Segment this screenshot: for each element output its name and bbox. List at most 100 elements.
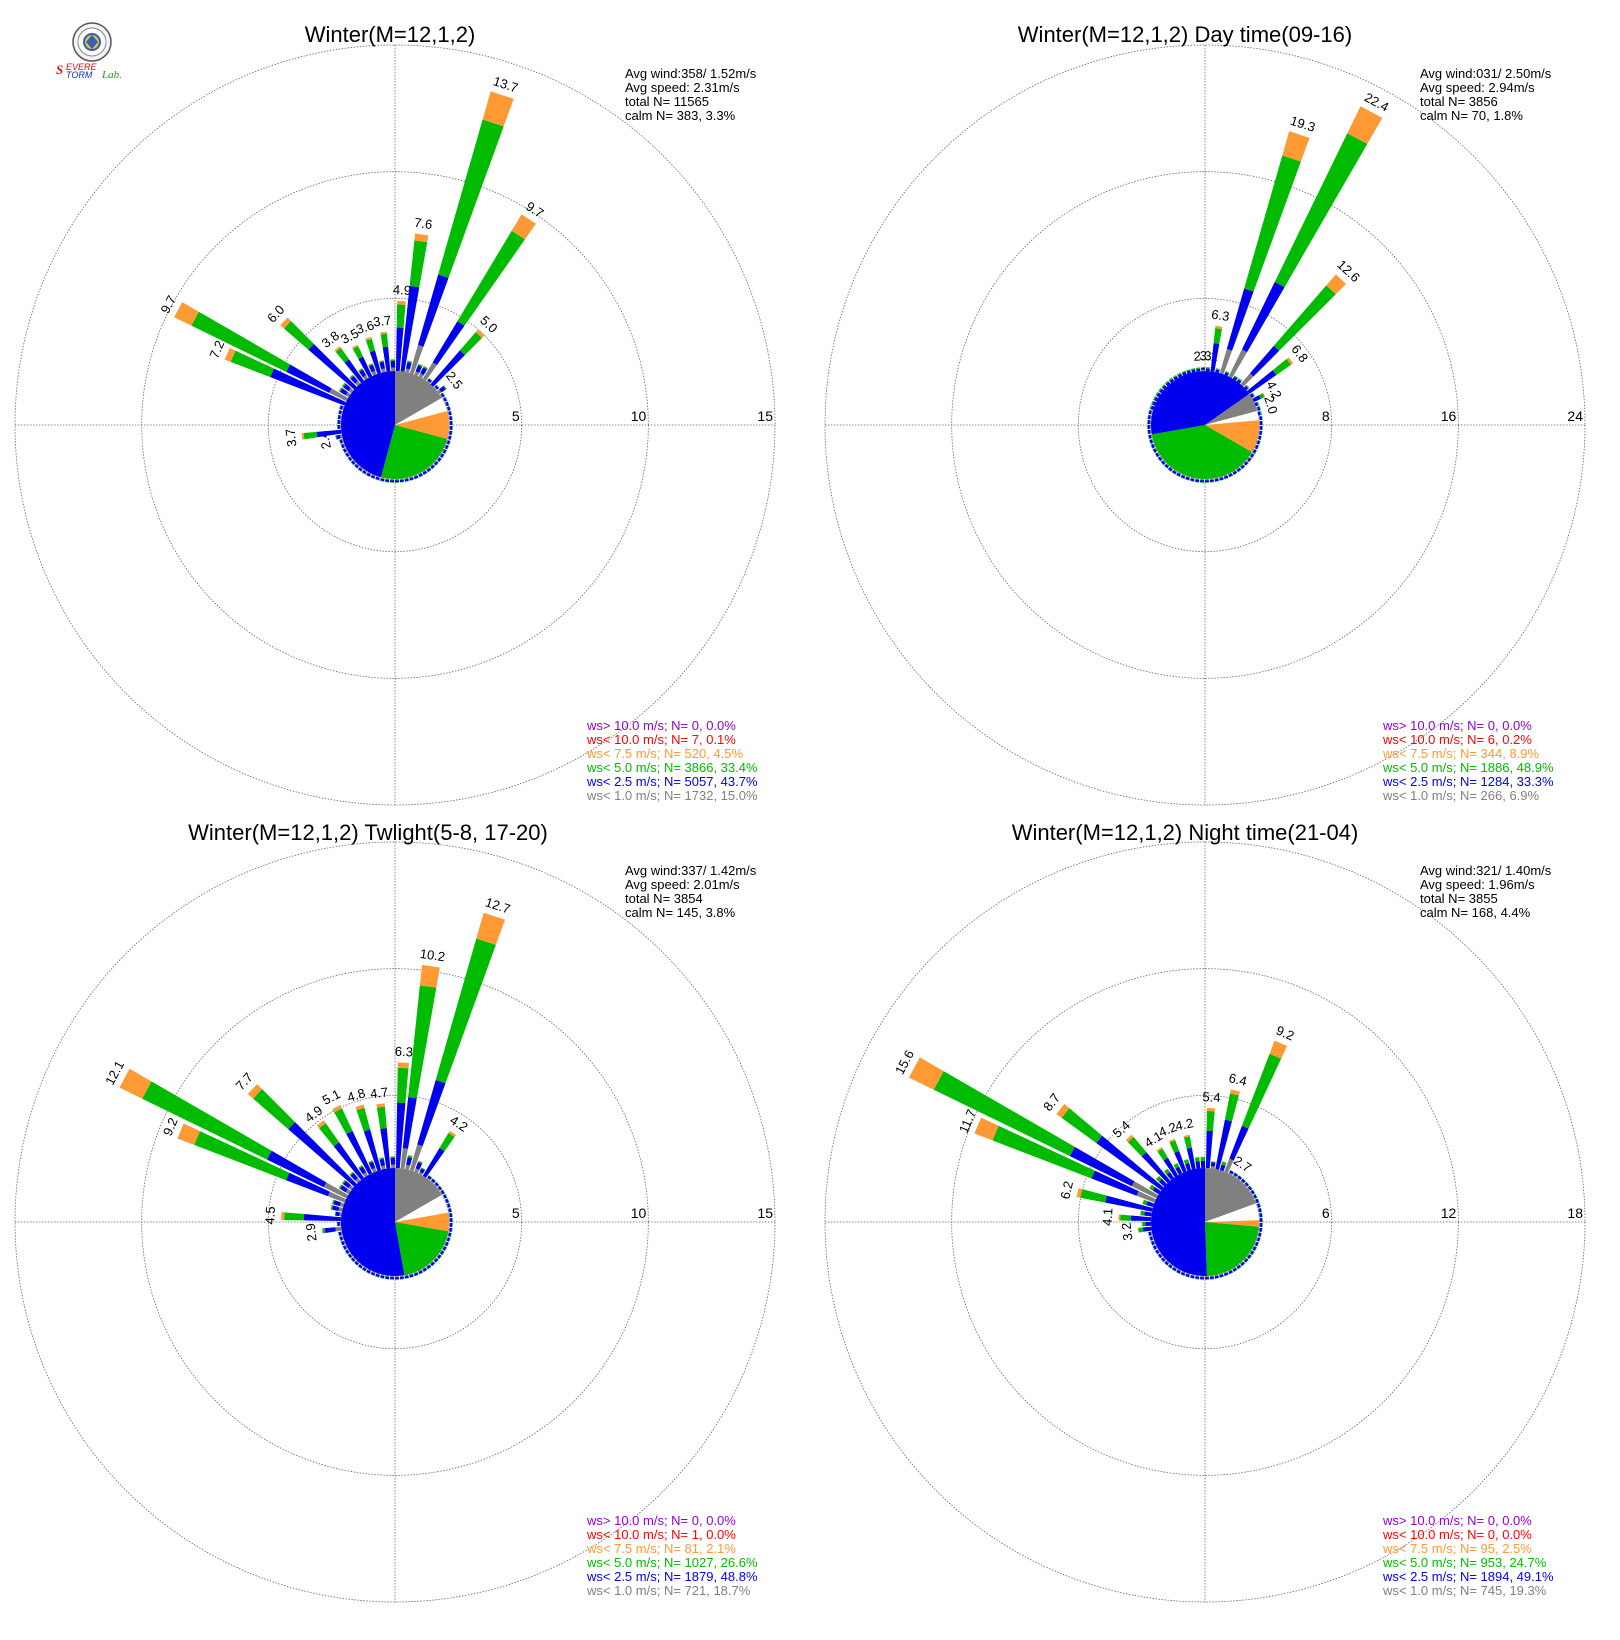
wind-bar-segment xyxy=(1177,373,1183,378)
wind-bar-segment xyxy=(370,1272,376,1276)
wind-bar-segment xyxy=(1273,285,1336,351)
wind-bar-segment xyxy=(1159,1252,1164,1257)
calm-pie-slice xyxy=(395,1168,442,1222)
wind-bar-segment xyxy=(371,1167,377,1173)
wind-bar-segment xyxy=(1258,1218,1261,1222)
wind-bar-segment xyxy=(1240,464,1245,469)
wind-bar-segment xyxy=(1257,1198,1260,1203)
wind-bar-segment xyxy=(426,380,431,384)
wind-bar-segment xyxy=(427,1175,432,1180)
wind-bar-segment xyxy=(368,1160,373,1163)
wind-bar-segment xyxy=(354,1262,358,1266)
bar-value-label: 2.3 xyxy=(1193,348,1212,364)
wind-bar-segment xyxy=(347,456,353,462)
wind-bar-segment xyxy=(414,233,429,243)
wind-bar-segment xyxy=(376,1272,381,1276)
wind-bar-segment xyxy=(1199,482,1204,483)
wind-bar-segment xyxy=(1234,1172,1239,1175)
wind-bar-segment xyxy=(1261,1227,1263,1233)
wind-bar-segment xyxy=(404,1274,409,1277)
wind-bar-segment xyxy=(1191,368,1196,371)
wind-bar-segment xyxy=(435,1259,439,1263)
wind-bar-segment xyxy=(369,350,382,374)
bar-value-label: 4.2 xyxy=(447,1112,470,1134)
wind-bar-segment xyxy=(342,448,347,453)
wind-bar-segment xyxy=(1229,475,1234,478)
wind-bar-segment xyxy=(1242,1178,1246,1182)
wind-bar-segment xyxy=(422,1266,426,1270)
wind-bar-segment xyxy=(358,1165,363,1169)
wind-bar-segment xyxy=(429,1260,434,1265)
wind-bar-segment xyxy=(407,360,413,362)
wind-bar-segment xyxy=(347,1249,351,1253)
wind-bar-segment xyxy=(422,1267,428,1272)
wind-bar-segment xyxy=(1148,434,1152,439)
legend-entry: ws< 10.0 m/s; N= 7, 0.1% xyxy=(586,732,736,747)
wind-bar-segment xyxy=(1227,1269,1232,1273)
wind-bar-segment xyxy=(430,1261,435,1266)
wind-bar-segment xyxy=(1224,372,1229,377)
wind-bar-segment xyxy=(340,1185,348,1193)
wind-bar-segment xyxy=(447,411,450,416)
wind-bar-segment xyxy=(1205,1275,1209,1278)
wind-bar-segment xyxy=(1282,131,1310,162)
wind-bar-segment xyxy=(338,387,342,392)
wind-bar-segment xyxy=(390,367,395,372)
wind-bar-segment xyxy=(368,364,376,373)
wind-bar-segment xyxy=(1165,381,1171,387)
wind-bar-segment xyxy=(380,480,385,482)
wind-bar-segment xyxy=(1185,478,1190,481)
wind-bar-segment xyxy=(1243,1183,1248,1188)
wind-bar-segment xyxy=(417,1269,422,1273)
wind-bar-segment xyxy=(1257,445,1260,450)
wind-bar-segment xyxy=(366,1269,371,1274)
wind-bar-segment xyxy=(1214,1274,1219,1277)
wind-bar-segment xyxy=(1228,349,1248,379)
wind-bar-segment xyxy=(334,1211,336,1216)
wind-bar-segment xyxy=(334,1108,353,1134)
wind-bar-segment xyxy=(1248,1255,1252,1260)
wind-bar-segment xyxy=(1148,1231,1152,1236)
wind-bar-segment xyxy=(350,461,354,466)
wind-bar-segment xyxy=(432,321,465,366)
wind-bar-segment xyxy=(1190,1277,1195,1279)
wind-bar-segment xyxy=(442,398,446,403)
wind-bar-segment xyxy=(339,405,341,410)
wind-bar-segment xyxy=(395,1275,399,1278)
wind-bar-segment xyxy=(448,1208,452,1213)
bar-value-label: 13.7 xyxy=(491,73,520,95)
wind-bar-segment xyxy=(1241,1263,1246,1267)
wind-bar-segment xyxy=(447,1208,450,1213)
wind-bar-segment xyxy=(284,1212,305,1221)
wind-bar-segment xyxy=(1180,475,1186,479)
wind-bar-segment xyxy=(330,1205,334,1210)
bar-value-label: 5.4 xyxy=(1202,1089,1221,1105)
wind-bar-segment xyxy=(1256,407,1259,412)
wind-bar-segment xyxy=(1249,1191,1253,1195)
wind-bar-segment xyxy=(441,1245,445,1250)
wind-bar-segment xyxy=(440,392,445,398)
bar-value-label: 19.3 xyxy=(1288,113,1317,135)
wind-bar-segment xyxy=(1255,444,1259,450)
wind-bar-segment xyxy=(345,452,350,458)
wind-bar-segment xyxy=(404,478,409,482)
wind-bar-segment xyxy=(1147,425,1148,430)
wind-bar-segment xyxy=(1150,405,1155,411)
wind-bar-segment xyxy=(409,240,428,288)
legend-entry: ws< 10.0 m/s; N= 0, 0.0% xyxy=(1382,1527,1532,1542)
wind-bar-segment xyxy=(1168,377,1173,382)
wind-bar-segment xyxy=(1228,473,1233,478)
stats-line: Avg wind:321/ 1.40m/s xyxy=(1420,863,1552,878)
ring-label: 6 xyxy=(1322,1205,1330,1221)
wind-bar-segment xyxy=(421,1167,426,1171)
wind-bar-segment xyxy=(336,434,341,440)
wind-bar-segment xyxy=(376,1106,387,1129)
wind-bar-segment xyxy=(359,1166,367,1175)
range-ring xyxy=(267,1094,523,1350)
wind-bar-segment xyxy=(1223,1271,1228,1274)
wind-bar-segment xyxy=(1241,466,1246,470)
wind-bar-segment xyxy=(366,472,371,477)
legend-entry: ws< 2.5 m/s; N= 1879, 48.8% xyxy=(586,1569,758,1584)
wind-bar-segment xyxy=(443,1194,448,1199)
wind-bar-segment xyxy=(340,415,342,420)
